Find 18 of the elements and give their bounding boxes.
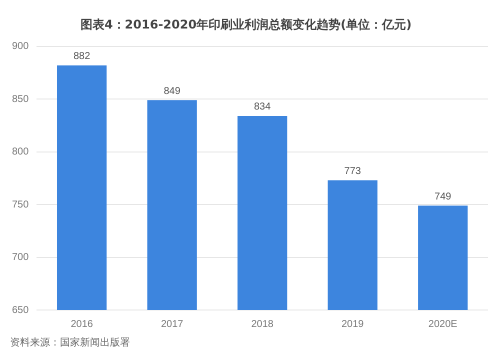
chart-title: 图表4：2016-2020年印刷业利润总额变化趋势(单位：亿元) (80, 17, 412, 32)
y-tick-label: 650 (12, 304, 30, 316)
data-label: 749 (434, 191, 452, 202)
y-tick-label: 800 (12, 146, 30, 158)
data-label: 849 (164, 86, 181, 97)
x-tick-label: 2018 (251, 318, 274, 330)
x-tick-label: 2016 (70, 318, 94, 330)
y-tick-label: 750 (12, 199, 30, 210)
x-tick-label: 2017 (160, 318, 184, 330)
y-tick-label: 700 (12, 252, 30, 264)
x-tick-label: 2019 (341, 318, 364, 330)
text: 资料来源：国家新闻出版署 (10, 336, 130, 349)
data-label: 834 (254, 102, 272, 113)
y-tick-label: 900 (12, 41, 30, 52)
y-tick-label: 850 (12, 94, 30, 105)
data-label: 882 (73, 51, 91, 62)
x-tick-label: 2020E (428, 318, 458, 330)
data-label: 773 (344, 166, 362, 178)
